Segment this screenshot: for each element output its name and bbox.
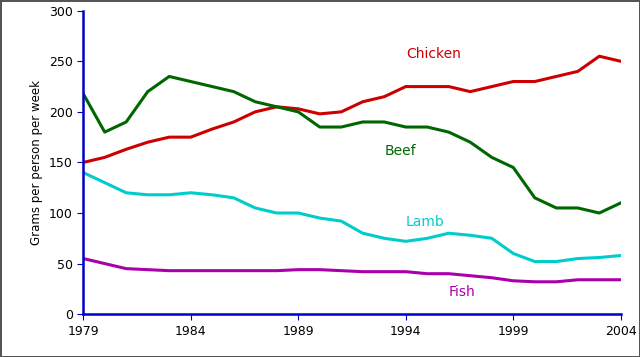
Y-axis label: Grams per person per week: Grams per person per week: [30, 80, 44, 245]
Text: Fish: Fish: [449, 285, 476, 299]
Text: Beef: Beef: [384, 144, 416, 159]
Text: Lamb: Lamb: [406, 215, 445, 229]
Text: Chicken: Chicken: [406, 47, 461, 61]
